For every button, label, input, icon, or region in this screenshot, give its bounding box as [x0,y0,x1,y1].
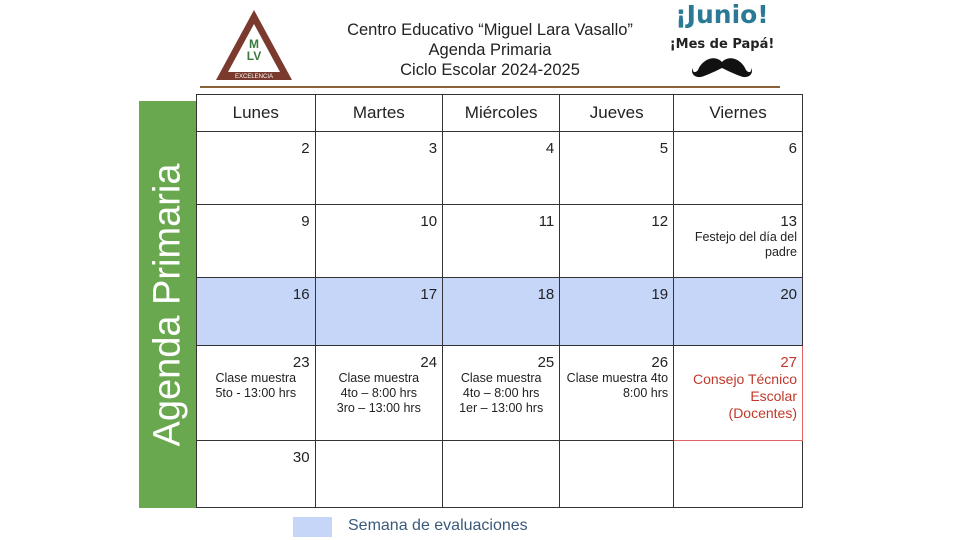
legend-swatch [293,517,332,537]
calendar-week-row: 23 Clase muestra 5to - 13:00 hrs 24 Clase mu… [196,345,803,441]
day-event: Clase muestra 4to [566,371,669,385]
calendar-day-cell[interactable]: 9 [196,204,316,278]
day-header: Viernes [673,94,803,132]
calendar-day-cell[interactable]: 10 [314,204,444,278]
day-number: 13 [780,213,797,230]
day-event: 1er – 13:00 hrs [459,401,544,415]
banner-subtitle: ¡Mes de Papá! [669,37,775,52]
day-number: 12 [651,213,669,230]
day-number: 6 [788,140,797,157]
calendar-week-row: 16 17 18 19 20 [196,277,803,346]
calendar-day-cell[interactable]: 2 [196,131,316,205]
page-title: Agenda Primaria [428,41,552,59]
calendar-day-cell[interactable]: 24 Clase muestra 4to – 8:00 hrs 3ro – 13:00… [314,345,444,441]
calendar-day-cell[interactable]: 11 [442,204,561,278]
calendar-day-cell[interactable]: 19 [559,277,675,346]
day-number: 4 [545,140,555,157]
day-event: 4to – 8:00 hrs [462,386,540,400]
calendar-day-cell[interactable]: 6 [673,131,803,205]
month-banner: ¡Junio! [675,0,769,29]
day-event: 3ro – 13:00 hrs [336,401,421,415]
calendar-header-row: Lunes Martes Miércoles Jueves Viernes [196,94,803,132]
svg-text:M: M [249,37,259,51]
day-event: Consejo Técnico Escolar (Docentes) [692,371,797,421]
day-number: 30 [292,449,310,466]
day-event: 5to - 13:00 hrs [215,386,297,400]
day-header: Miércoles [442,94,561,132]
calendar-day-cell[interactable]: 23 Clase muestra 5to - 13:00 hrs [196,345,316,441]
calendar-day-cell[interactable]: 13 Festejo del día del padre [673,204,803,278]
day-number: 23 [292,354,310,371]
sidebar-banner: Agenda Primaria [139,101,196,508]
school-logo: M LV EXCELENCIA [216,10,292,80]
calendar-week-row: 2 3 4 5 6 [196,131,803,205]
day-number: 2 [301,140,310,157]
day-number: 25 [537,354,555,371]
day-event: Festejo del día del padre [694,230,797,259]
day-number: 5 [659,140,669,157]
school-cycle: Ciclo Escolar 2024-2025 [400,61,580,79]
day-event: 8:00 hrs [622,386,669,400]
calendar-day-cell[interactable]: 20 [673,277,803,346]
day-number: 27 [780,354,797,371]
calendar-day-cell[interactable] [442,440,561,508]
legend-label: Semana de evaluaciones [348,517,528,534]
svg-text:EXCELENCIA: EXCELENCIA [235,74,273,80]
calendar-day-cell[interactable] [314,440,444,508]
day-header: Jueves [559,94,675,132]
day-number: 20 [780,286,797,303]
day-header: Martes [314,94,444,132]
calendar-day-cell[interactable]: 27 Consejo Técnico Escolar (Docentes) [673,345,803,441]
sidebar-label: Agenda Primaria [146,162,188,447]
calendar-day-cell[interactable]: 16 [196,277,316,346]
calendar-day-cell[interactable] [559,440,675,508]
school-name: Centro Educativo “Miguel Lara Vasallo” [347,21,633,39]
day-event: Clase muestra [338,371,420,385]
calendar-week-row: 9 10 11 12 13 Festejo del día del padre [196,204,803,278]
day-event: 4to – 8:00 hrs [340,386,418,400]
calendar-day-cell[interactable]: 3 [314,131,444,205]
day-number: 26 [651,354,669,371]
calendar-day-cell[interactable]: 17 [314,277,444,346]
day-number: 18 [537,286,555,303]
day-number: 9 [301,213,310,230]
calendar-day-cell[interactable]: 18 [442,277,561,346]
day-number: 3 [428,140,438,157]
calendar-day-cell[interactable]: 30 [196,440,316,508]
day-number: 17 [420,286,438,303]
calendar-day-cell[interactable]: 5 [559,131,675,205]
header-titles: Centro Educativo “Miguel Lara Vasallo” A… [320,20,660,80]
day-event: Clase muestra [460,371,542,385]
calendar-day-cell[interactable]: 25 Clase muestra 4to – 8:00 hrs 1er – 13:00… [442,345,561,441]
day-number: 11 [538,213,555,230]
day-number: 16 [292,286,310,303]
mustache-icon [692,58,752,78]
svg-text:LV: LV [247,49,261,63]
calendar-week-row: 30 [196,440,803,508]
calendar-day-cell[interactable] [673,440,803,508]
day-number: 24 [420,354,438,371]
calendar-day-cell[interactable]: 4 [442,131,561,205]
day-number: 10 [420,213,438,230]
day-header: Lunes [196,94,316,132]
calendar-day-cell[interactable]: 12 [559,204,675,278]
header-divider [200,86,780,88]
day-number: 19 [651,286,669,303]
day-event: Clase muestra [215,371,297,385]
calendar-day-cell[interactable]: 26 Clase muestra 4to 8:00 hrs [559,345,675,441]
